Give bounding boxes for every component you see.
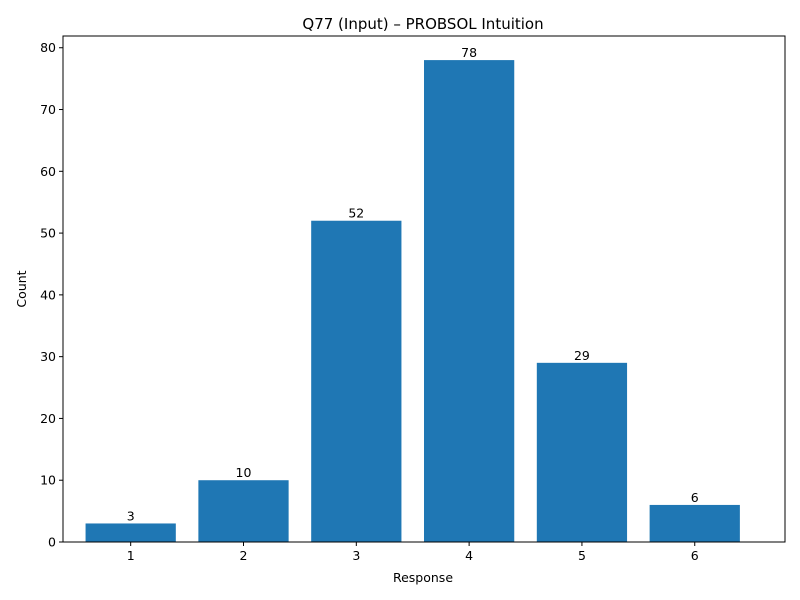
data-label-3: 52 — [348, 206, 364, 221]
bars-layer: 3 10 52 78 29 6 — [85, 45, 740, 542]
x-axis-label: Response — [393, 570, 453, 585]
x-tick-label-6: 6 — [691, 548, 699, 563]
y-tick-label-0: 0 — [48, 535, 56, 550]
y-tick-label-60: 60 — [40, 164, 56, 179]
data-label-4: 78 — [461, 45, 477, 60]
data-label-6: 6 — [691, 490, 699, 505]
y-tick-label-10: 10 — [40, 473, 56, 488]
x-tick-label-4: 4 — [465, 548, 473, 563]
chart-title: Q77 (Input) – PROBSOL Intuition — [302, 15, 543, 33]
bar-3 — [311, 220, 402, 542]
bar-1 — [85, 523, 176, 542]
plot-frame — [62, 35, 786, 543]
y-tick-label-70: 70 — [40, 102, 56, 117]
y-axis-label: Count — [14, 270, 29, 307]
data-label-1: 3 — [127, 508, 135, 523]
y-tick-label-80: 80 — [40, 40, 56, 55]
bar-5 — [536, 362, 628, 542]
x-tick-label-5: 5 — [578, 548, 586, 563]
bar-2 — [198, 480, 289, 542]
y-tick-label-40: 40 — [40, 287, 56, 302]
bar-4 — [424, 60, 515, 542]
y-tick-label-20: 20 — [40, 411, 56, 426]
bar-6 — [649, 504, 740, 542]
y-tick-label-30: 30 — [40, 349, 56, 364]
x-tick-label-3: 3 — [352, 548, 360, 563]
y-tick-label-50: 50 — [40, 226, 56, 241]
x-tick-label-2: 2 — [240, 548, 248, 563]
x-tick-label-1: 1 — [127, 548, 135, 563]
data-label-2: 10 — [236, 465, 252, 480]
data-label-5: 29 — [574, 348, 590, 363]
